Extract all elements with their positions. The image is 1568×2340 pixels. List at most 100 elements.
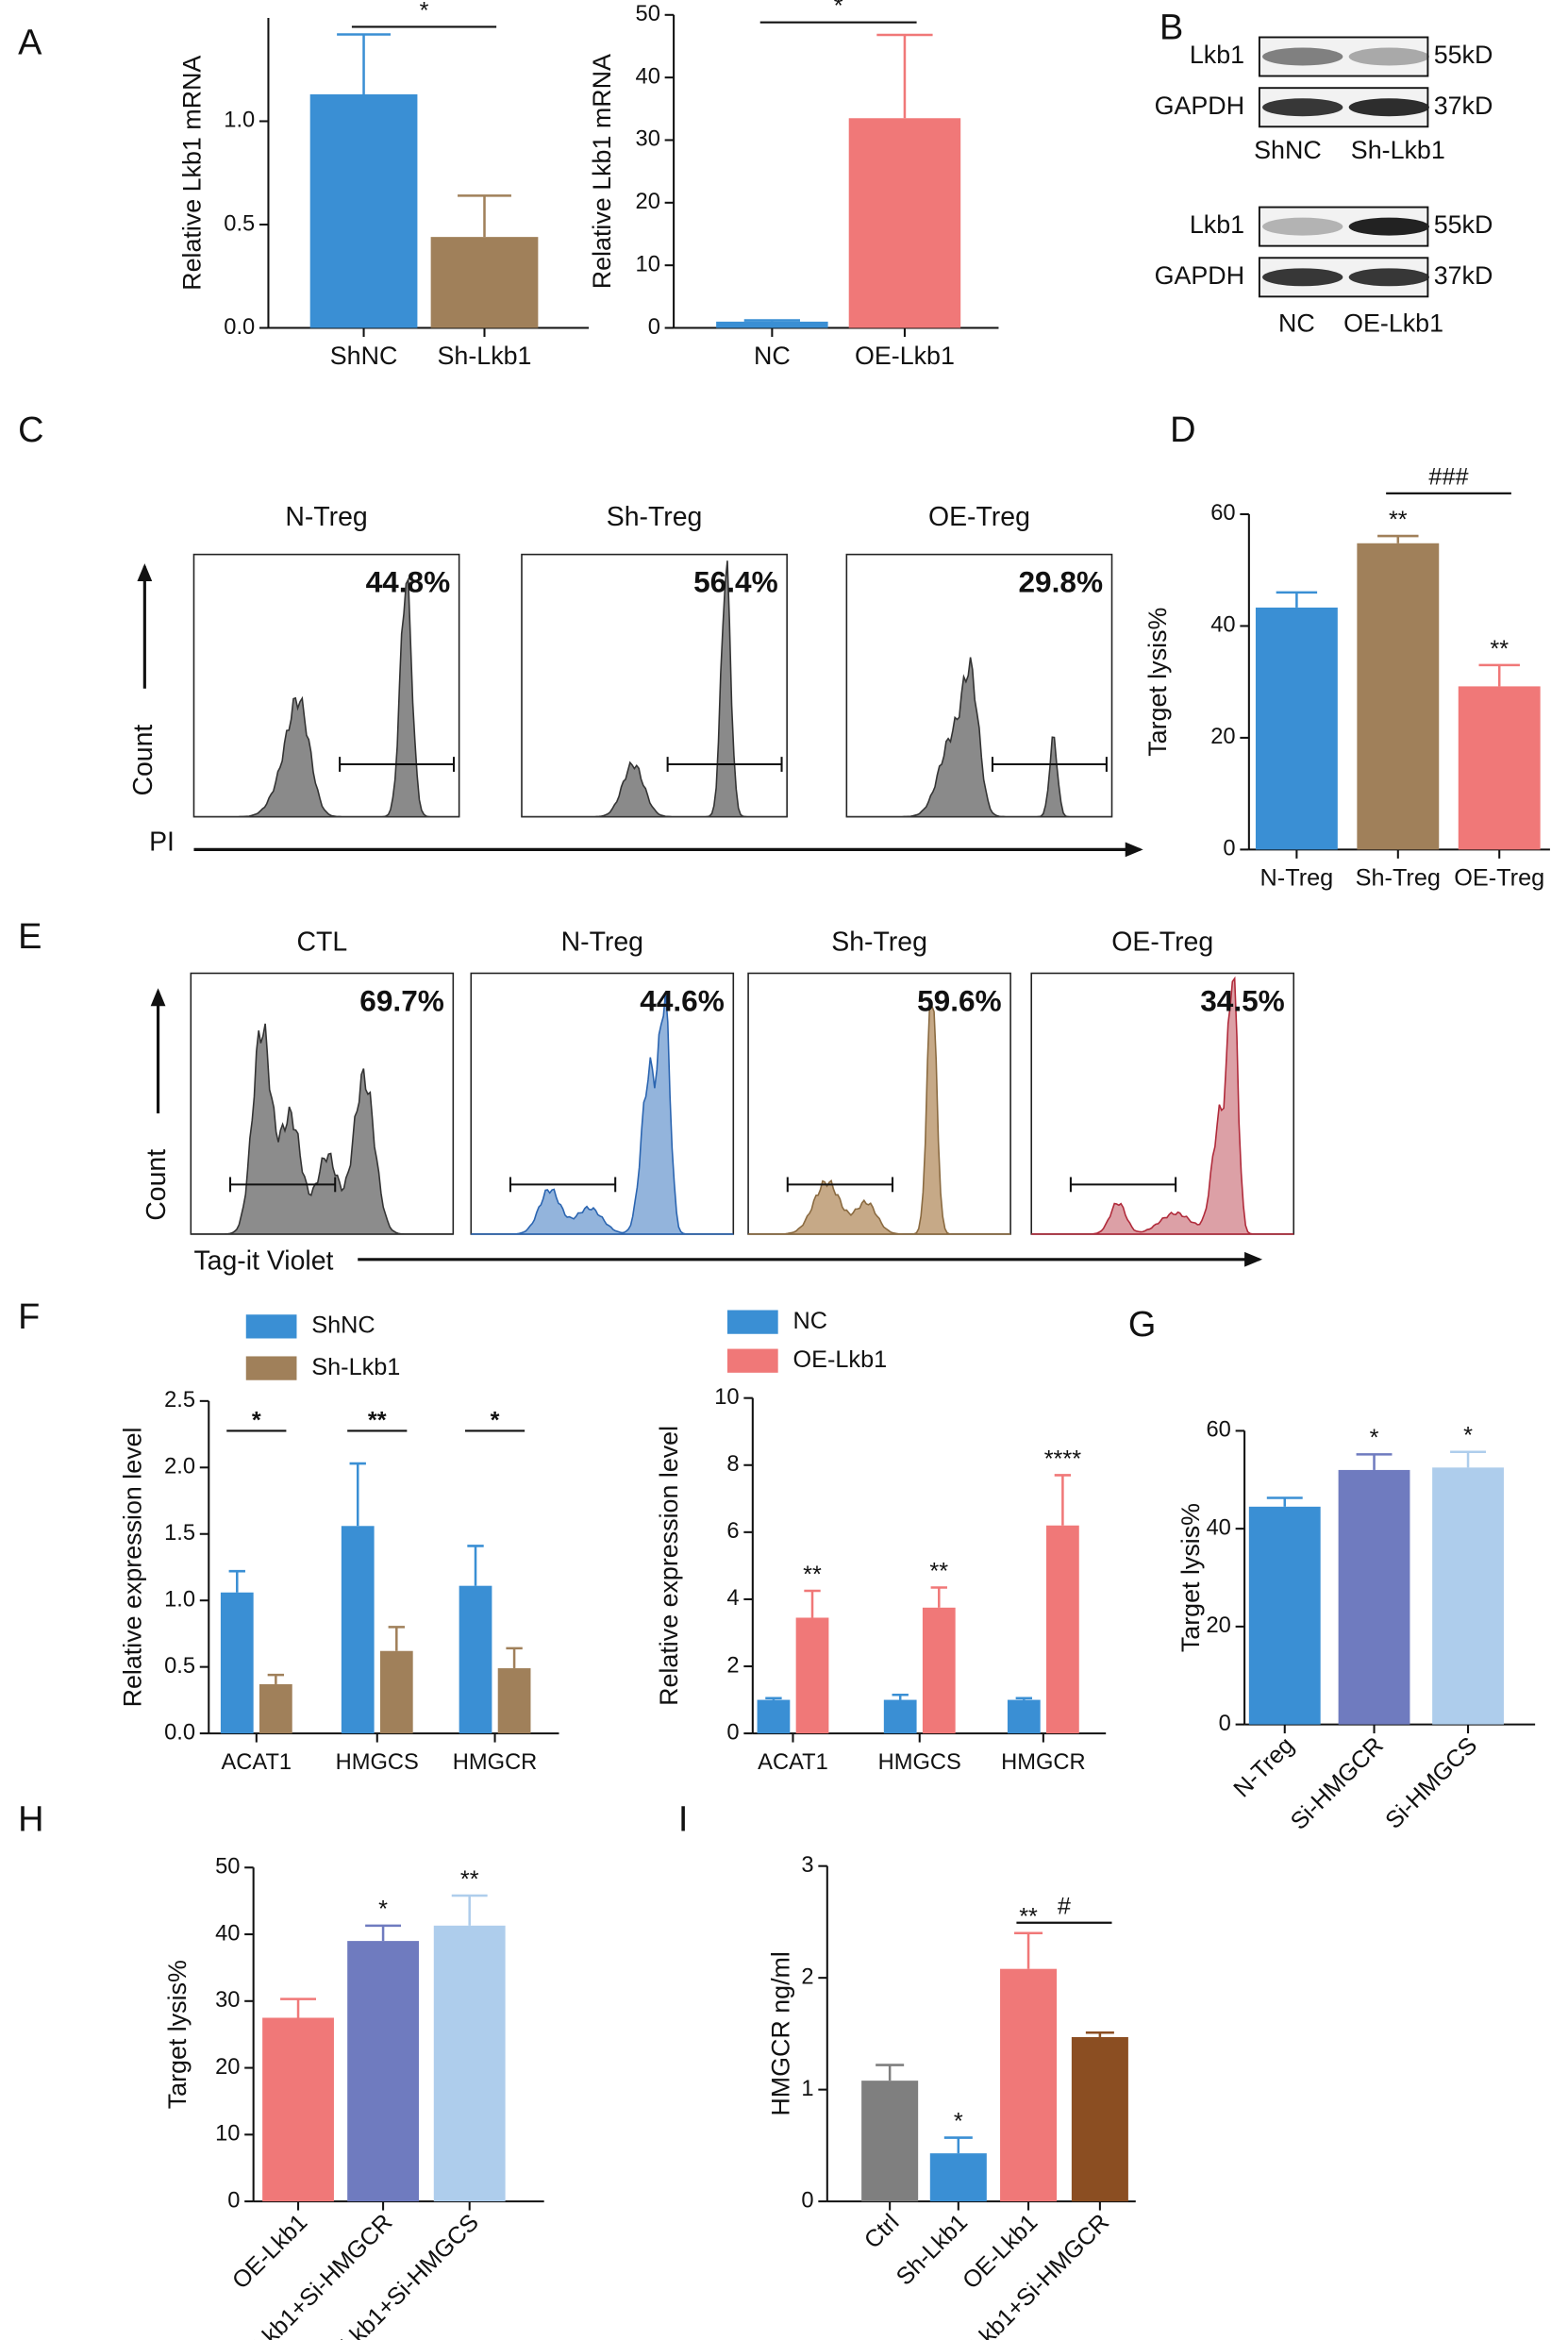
flow-percent: 44.8% — [366, 565, 451, 599]
blot-band — [1262, 47, 1343, 66]
bar — [1248, 1506, 1321, 1725]
panel-letter: I — [678, 1799, 689, 1839]
bar — [1458, 686, 1541, 850]
bar — [861, 2081, 919, 2202]
significance: ** — [368, 1408, 387, 1434]
x-tick-label: HMGCR — [1001, 1750, 1085, 1775]
panel-letter: C — [18, 410, 43, 450]
flow-title: OE-Treg — [928, 502, 1030, 532]
x-tick-label: OE-Lkb1 — [855, 342, 955, 370]
y-tick-label: 1 — [801, 2077, 813, 2101]
flow-percent: 29.8% — [1018, 565, 1103, 599]
y-tick-label: 0.0 — [224, 315, 255, 340]
flow-title: N-Treg — [561, 927, 643, 957]
bar — [262, 2017, 334, 2202]
y-axis-label: Relative Lkb1 mRNA — [588, 54, 616, 289]
panel-letter: E — [18, 917, 42, 957]
x-tick-label: OE-Treg — [1454, 865, 1544, 892]
y-axis-label: HMGCR ng/ml — [767, 1951, 795, 2115]
legend-swatch — [245, 1356, 297, 1380]
y-axis-label: Relative expression level — [118, 1428, 146, 1708]
y-axis-label: Relative Lkb1 mRNA — [178, 56, 207, 291]
significance: ** — [1019, 1904, 1038, 1930]
y-tick-label: 10 — [714, 1385, 739, 1410]
y-tick-label: 2 — [801, 1964, 813, 1989]
significance: * — [252, 1408, 261, 1434]
y-tick-label: 2.5 — [164, 1388, 195, 1412]
y-tick-label: 0.5 — [164, 1654, 195, 1679]
blot-band — [1262, 217, 1343, 236]
y-axis-label: Target lysis% — [1176, 1503, 1205, 1652]
panel-letter: B — [1159, 8, 1183, 48]
lane-label: ShNC — [1254, 136, 1322, 164]
x-tick-label: OE-Lkb1 — [227, 2209, 312, 2294]
arrow-head — [137, 563, 153, 582]
y-tick-label: 0 — [648, 315, 660, 340]
bar — [1007, 1699, 1041, 1734]
y-tick-label: 20 — [215, 2055, 240, 2080]
legend-swatch — [726, 1310, 778, 1334]
flow-percent: 34.5% — [1200, 983, 1285, 1017]
flow-title: N-Treg — [285, 502, 367, 532]
bar — [1046, 1525, 1079, 1734]
blot-label: Lkb1 — [1190, 210, 1244, 239]
bar — [309, 94, 418, 328]
y-tick-label: 60 — [1207, 1418, 1231, 1443]
y-tick-label: 1.0 — [224, 109, 255, 133]
y-tick-label: 10 — [636, 252, 660, 276]
y-tick-label: 50 — [636, 2, 660, 26]
blot-band — [1348, 268, 1429, 287]
significance: **** — [1044, 1446, 1081, 1472]
flow-ylabel: Count — [128, 725, 158, 796]
bar — [1432, 1467, 1504, 1725]
y-tick-label: 40 — [215, 1921, 240, 1946]
bar — [220, 1592, 254, 1734]
y-tick-label: 6 — [726, 1519, 739, 1544]
blot-label: GAPDH — [1155, 261, 1244, 290]
significance: * — [1463, 1423, 1473, 1449]
flow-title: CTL — [296, 927, 347, 957]
blot-band — [1348, 47, 1429, 66]
y-tick-label: 2.0 — [164, 1455, 195, 1479]
x-tick-label: Si-HMGCR — [1286, 1732, 1389, 1835]
y-tick-label: 30 — [636, 127, 660, 152]
significance: * — [834, 0, 843, 20]
bar — [795, 1617, 829, 1734]
bar — [848, 118, 961, 328]
blot-band — [1348, 217, 1429, 236]
x-tick-label: HMGCR — [453, 1750, 537, 1775]
significance: * — [491, 1408, 500, 1434]
blot-size: 37kD — [1434, 92, 1493, 120]
y-axis-label: Target lysis% — [1143, 608, 1172, 757]
y-tick-label: 30 — [215, 1988, 240, 2013]
flow-percent: 69.7% — [359, 983, 444, 1017]
bar — [433, 1925, 506, 2202]
y-tick-label: 20 — [1210, 725, 1235, 749]
bar — [347, 1941, 419, 2202]
significance: * — [1370, 1425, 1379, 1451]
blot-band — [1348, 98, 1429, 117]
panel-letter: D — [1170, 410, 1195, 450]
panel-letter: A — [18, 23, 42, 62]
y-tick-label: 50 — [215, 1855, 240, 1880]
x-tick-label: N-Treg — [1228, 1732, 1299, 1803]
lane-label: OE-Lkb1 — [1343, 309, 1443, 337]
x-tick-label: N-Treg — [1260, 865, 1334, 892]
blot-band — [1262, 268, 1343, 287]
blot-size: 55kD — [1434, 210, 1493, 239]
flow-histogram — [846, 657, 1112, 818]
y-tick-label: 0.5 — [224, 211, 255, 236]
legend-label: ShNC — [311, 1312, 375, 1339]
bar — [497, 1668, 531, 1734]
blot-size: 37kD — [1434, 261, 1493, 290]
bar — [929, 2153, 987, 2202]
legend-swatch — [245, 1314, 297, 1339]
bar — [883, 1699, 917, 1734]
x-tick-label: Sh-Lkb1 — [438, 342, 532, 370]
bar — [1357, 543, 1440, 850]
bar — [716, 321, 828, 328]
x-tick-label: HMGCS — [336, 1750, 419, 1775]
significance: ** — [1490, 636, 1509, 662]
flow-histogram — [191, 1023, 454, 1235]
